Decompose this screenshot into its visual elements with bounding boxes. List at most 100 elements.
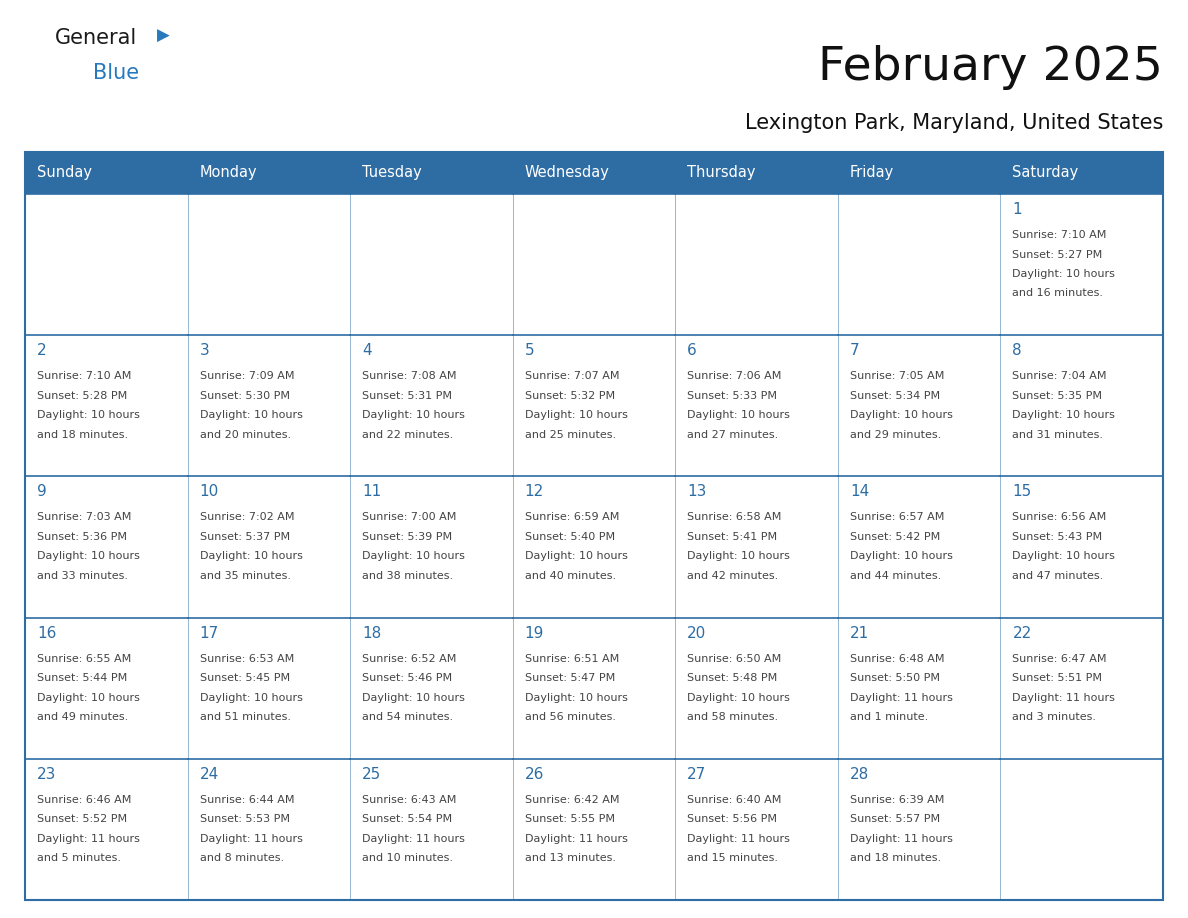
- Text: Lexington Park, Maryland, United States: Lexington Park, Maryland, United States: [745, 113, 1163, 133]
- Text: Sunrise: 7:06 AM: Sunrise: 7:06 AM: [688, 371, 782, 381]
- Text: and 35 minutes.: and 35 minutes.: [200, 571, 291, 581]
- Text: and 22 minutes.: and 22 minutes.: [362, 430, 454, 440]
- Text: Sunset: 5:53 PM: Sunset: 5:53 PM: [200, 814, 290, 824]
- Text: 20: 20: [688, 625, 707, 641]
- Text: February 2025: February 2025: [819, 45, 1163, 90]
- Text: 15: 15: [1012, 485, 1031, 499]
- Text: Sunrise: 7:05 AM: Sunrise: 7:05 AM: [849, 371, 944, 381]
- Bar: [675, 759, 838, 900]
- Bar: [513, 152, 675, 194]
- Text: Daylight: 10 hours: Daylight: 10 hours: [362, 552, 465, 562]
- Text: 17: 17: [200, 625, 219, 641]
- Text: 25: 25: [362, 767, 381, 782]
- Text: and 42 minutes.: and 42 minutes.: [688, 571, 778, 581]
- Text: and 31 minutes.: and 31 minutes.: [1012, 430, 1104, 440]
- Text: Daylight: 10 hours: Daylight: 10 hours: [688, 692, 790, 702]
- Text: Sunrise: 6:40 AM: Sunrise: 6:40 AM: [688, 795, 782, 805]
- Bar: [1000, 194, 1163, 335]
- Text: Daylight: 11 hours: Daylight: 11 hours: [849, 834, 953, 844]
- Text: Sunrise: 7:07 AM: Sunrise: 7:07 AM: [525, 371, 619, 381]
- Text: and 3 minutes.: and 3 minutes.: [1012, 712, 1097, 722]
- Text: Sunset: 5:43 PM: Sunset: 5:43 PM: [1012, 532, 1102, 542]
- Text: 10: 10: [200, 485, 219, 499]
- Text: Sunset: 5:40 PM: Sunset: 5:40 PM: [525, 532, 615, 542]
- Text: and 15 minutes.: and 15 minutes.: [688, 854, 778, 863]
- Bar: [838, 335, 1000, 476]
- Bar: [838, 152, 1000, 194]
- Text: Daylight: 11 hours: Daylight: 11 hours: [37, 834, 140, 844]
- Text: and 40 minutes.: and 40 minutes.: [525, 571, 615, 581]
- Text: and 16 minutes.: and 16 minutes.: [1012, 288, 1104, 298]
- Text: Daylight: 10 hours: Daylight: 10 hours: [688, 410, 790, 420]
- Text: and 44 minutes.: and 44 minutes.: [849, 571, 941, 581]
- Text: Blue: Blue: [93, 63, 139, 83]
- Bar: [350, 476, 513, 618]
- Bar: [838, 759, 1000, 900]
- Text: 26: 26: [525, 767, 544, 782]
- Text: and 54 minutes.: and 54 minutes.: [362, 712, 454, 722]
- Text: and 25 minutes.: and 25 minutes.: [525, 430, 615, 440]
- Text: Sunrise: 7:10 AM: Sunrise: 7:10 AM: [1012, 230, 1107, 240]
- Bar: [1000, 618, 1163, 759]
- Text: Daylight: 11 hours: Daylight: 11 hours: [200, 834, 303, 844]
- Text: Daylight: 10 hours: Daylight: 10 hours: [362, 692, 465, 702]
- Text: Sunset: 5:54 PM: Sunset: 5:54 PM: [362, 814, 453, 824]
- Text: Daylight: 10 hours: Daylight: 10 hours: [200, 692, 303, 702]
- Text: Daylight: 11 hours: Daylight: 11 hours: [688, 834, 790, 844]
- Bar: [838, 618, 1000, 759]
- Text: Sunset: 5:41 PM: Sunset: 5:41 PM: [688, 532, 777, 542]
- Bar: [188, 476, 350, 618]
- Text: and 13 minutes.: and 13 minutes.: [525, 854, 615, 863]
- Text: Sunset: 5:45 PM: Sunset: 5:45 PM: [200, 673, 290, 683]
- Text: Sunrise: 7:08 AM: Sunrise: 7:08 AM: [362, 371, 456, 381]
- Text: Daylight: 10 hours: Daylight: 10 hours: [849, 552, 953, 562]
- Bar: [1000, 476, 1163, 618]
- Text: 8: 8: [1012, 343, 1022, 358]
- Text: Sunrise: 7:10 AM: Sunrise: 7:10 AM: [37, 371, 132, 381]
- Bar: [188, 618, 350, 759]
- Text: and 33 minutes.: and 33 minutes.: [37, 571, 128, 581]
- Text: Sunset: 5:51 PM: Sunset: 5:51 PM: [1012, 673, 1102, 683]
- Bar: [350, 618, 513, 759]
- Text: and 49 minutes.: and 49 minutes.: [37, 712, 128, 722]
- Text: 5: 5: [525, 343, 535, 358]
- Text: Saturday: Saturday: [1012, 165, 1079, 181]
- Text: Daylight: 10 hours: Daylight: 10 hours: [525, 692, 627, 702]
- Text: Daylight: 10 hours: Daylight: 10 hours: [1012, 269, 1116, 279]
- Text: 18: 18: [362, 625, 381, 641]
- Text: Sunset: 5:32 PM: Sunset: 5:32 PM: [525, 391, 615, 400]
- Text: Daylight: 10 hours: Daylight: 10 hours: [362, 410, 465, 420]
- Text: and 5 minutes.: and 5 minutes.: [37, 854, 121, 863]
- Text: Daylight: 10 hours: Daylight: 10 hours: [37, 552, 140, 562]
- Text: Sunrise: 6:42 AM: Sunrise: 6:42 AM: [525, 795, 619, 805]
- Bar: [1000, 152, 1163, 194]
- Text: 16: 16: [37, 625, 56, 641]
- Text: and 20 minutes.: and 20 minutes.: [200, 430, 291, 440]
- Text: Sunrise: 6:50 AM: Sunrise: 6:50 AM: [688, 654, 782, 664]
- Text: 7: 7: [849, 343, 859, 358]
- Bar: [1000, 335, 1163, 476]
- Bar: [350, 194, 513, 335]
- Text: Sunrise: 6:46 AM: Sunrise: 6:46 AM: [37, 795, 132, 805]
- Text: Sunrise: 6:59 AM: Sunrise: 6:59 AM: [525, 512, 619, 522]
- Text: Daylight: 11 hours: Daylight: 11 hours: [849, 692, 953, 702]
- Text: Sunrise: 7:02 AM: Sunrise: 7:02 AM: [200, 512, 295, 522]
- Text: Sunset: 5:33 PM: Sunset: 5:33 PM: [688, 391, 777, 400]
- Text: Sunday: Sunday: [37, 165, 91, 181]
- Bar: [350, 759, 513, 900]
- Text: Sunset: 5:46 PM: Sunset: 5:46 PM: [362, 673, 453, 683]
- Text: Sunset: 5:28 PM: Sunset: 5:28 PM: [37, 391, 127, 400]
- Text: Friday: Friday: [849, 165, 895, 181]
- Text: General: General: [55, 28, 138, 48]
- Bar: [25, 759, 188, 900]
- Text: Sunrise: 6:48 AM: Sunrise: 6:48 AM: [849, 654, 944, 664]
- Bar: [188, 759, 350, 900]
- Text: Sunset: 5:44 PM: Sunset: 5:44 PM: [37, 673, 127, 683]
- Text: and 1 minute.: and 1 minute.: [849, 712, 928, 722]
- Text: and 18 minutes.: and 18 minutes.: [37, 430, 128, 440]
- Text: Daylight: 10 hours: Daylight: 10 hours: [688, 552, 790, 562]
- Text: Monday: Monday: [200, 165, 257, 181]
- Bar: [188, 152, 350, 194]
- Text: Sunset: 5:36 PM: Sunset: 5:36 PM: [37, 532, 127, 542]
- Text: Thursday: Thursday: [688, 165, 756, 181]
